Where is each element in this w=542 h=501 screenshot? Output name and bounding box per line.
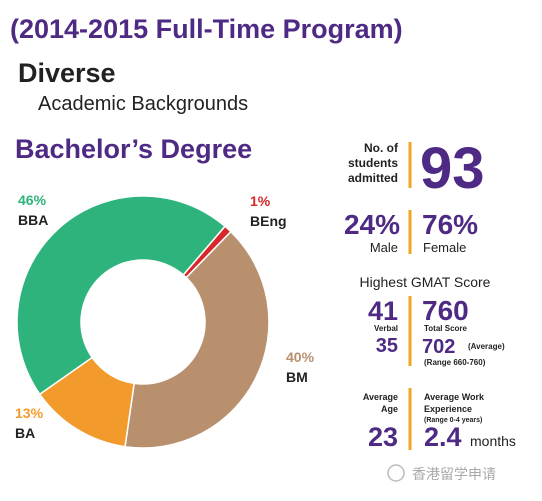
donut-chart: 46% BBA 1% BEng 40% BM 13% BA	[15, 192, 315, 449]
stat-value: 76%	[422, 209, 478, 240]
category-label: BBA	[18, 212, 48, 228]
stat-value: 93	[420, 136, 485, 201]
stat-value: 760	[422, 295, 469, 326]
stat-label: (Average)	[468, 342, 505, 351]
stat-label: admitted	[348, 171, 398, 185]
stat-value: 23	[368, 422, 398, 452]
heading: Diverse	[18, 58, 116, 88]
stat-unit: months	[470, 433, 516, 449]
subheading: Academic Backgrounds	[38, 93, 248, 115]
stat-value: 702	[422, 336, 455, 358]
stat-label: Female	[423, 240, 466, 255]
stat-label: Age	[381, 404, 398, 414]
chart-title: Bachelor’s Degree	[15, 134, 252, 164]
category-label: BEng	[250, 213, 287, 229]
value-label: 46%	[18, 192, 47, 208]
donut-slice	[16, 195, 227, 396]
stat-label: No. of	[364, 141, 399, 155]
stat-label: Male	[370, 240, 398, 255]
value-label: 40%	[286, 349, 315, 365]
category-label: BA	[15, 425, 35, 441]
stat-label: Total Score	[424, 324, 468, 333]
stat-title: Highest GMAT Score	[360, 274, 491, 290]
stat-value: 41	[368, 296, 398, 326]
category-label: BM	[286, 369, 308, 385]
value-label: 1%	[250, 193, 271, 209]
stat-value: 24%	[344, 209, 400, 240]
value-label: 13%	[15, 405, 44, 421]
stat-label: (Range 0-4 years)	[424, 417, 482, 424]
watermark-icon	[387, 464, 405, 482]
stat-label: Average	[363, 392, 398, 402]
watermark: 香港留学申请	[412, 466, 496, 482]
stat-label: Verbal	[374, 324, 398, 333]
stat-label: students	[348, 156, 398, 170]
stat-label: Average Work	[424, 392, 485, 402]
stat-label: Experience	[424, 404, 472, 414]
stat-label: (Range 660-760)	[424, 358, 486, 367]
page-title: (2014-2015 Full-Time Program)	[10, 14, 403, 44]
stat-value: 35	[376, 335, 398, 357]
donut-slice	[38, 356, 136, 448]
stat-value: 2.4	[424, 422, 462, 452]
donut-slice	[124, 230, 270, 449]
